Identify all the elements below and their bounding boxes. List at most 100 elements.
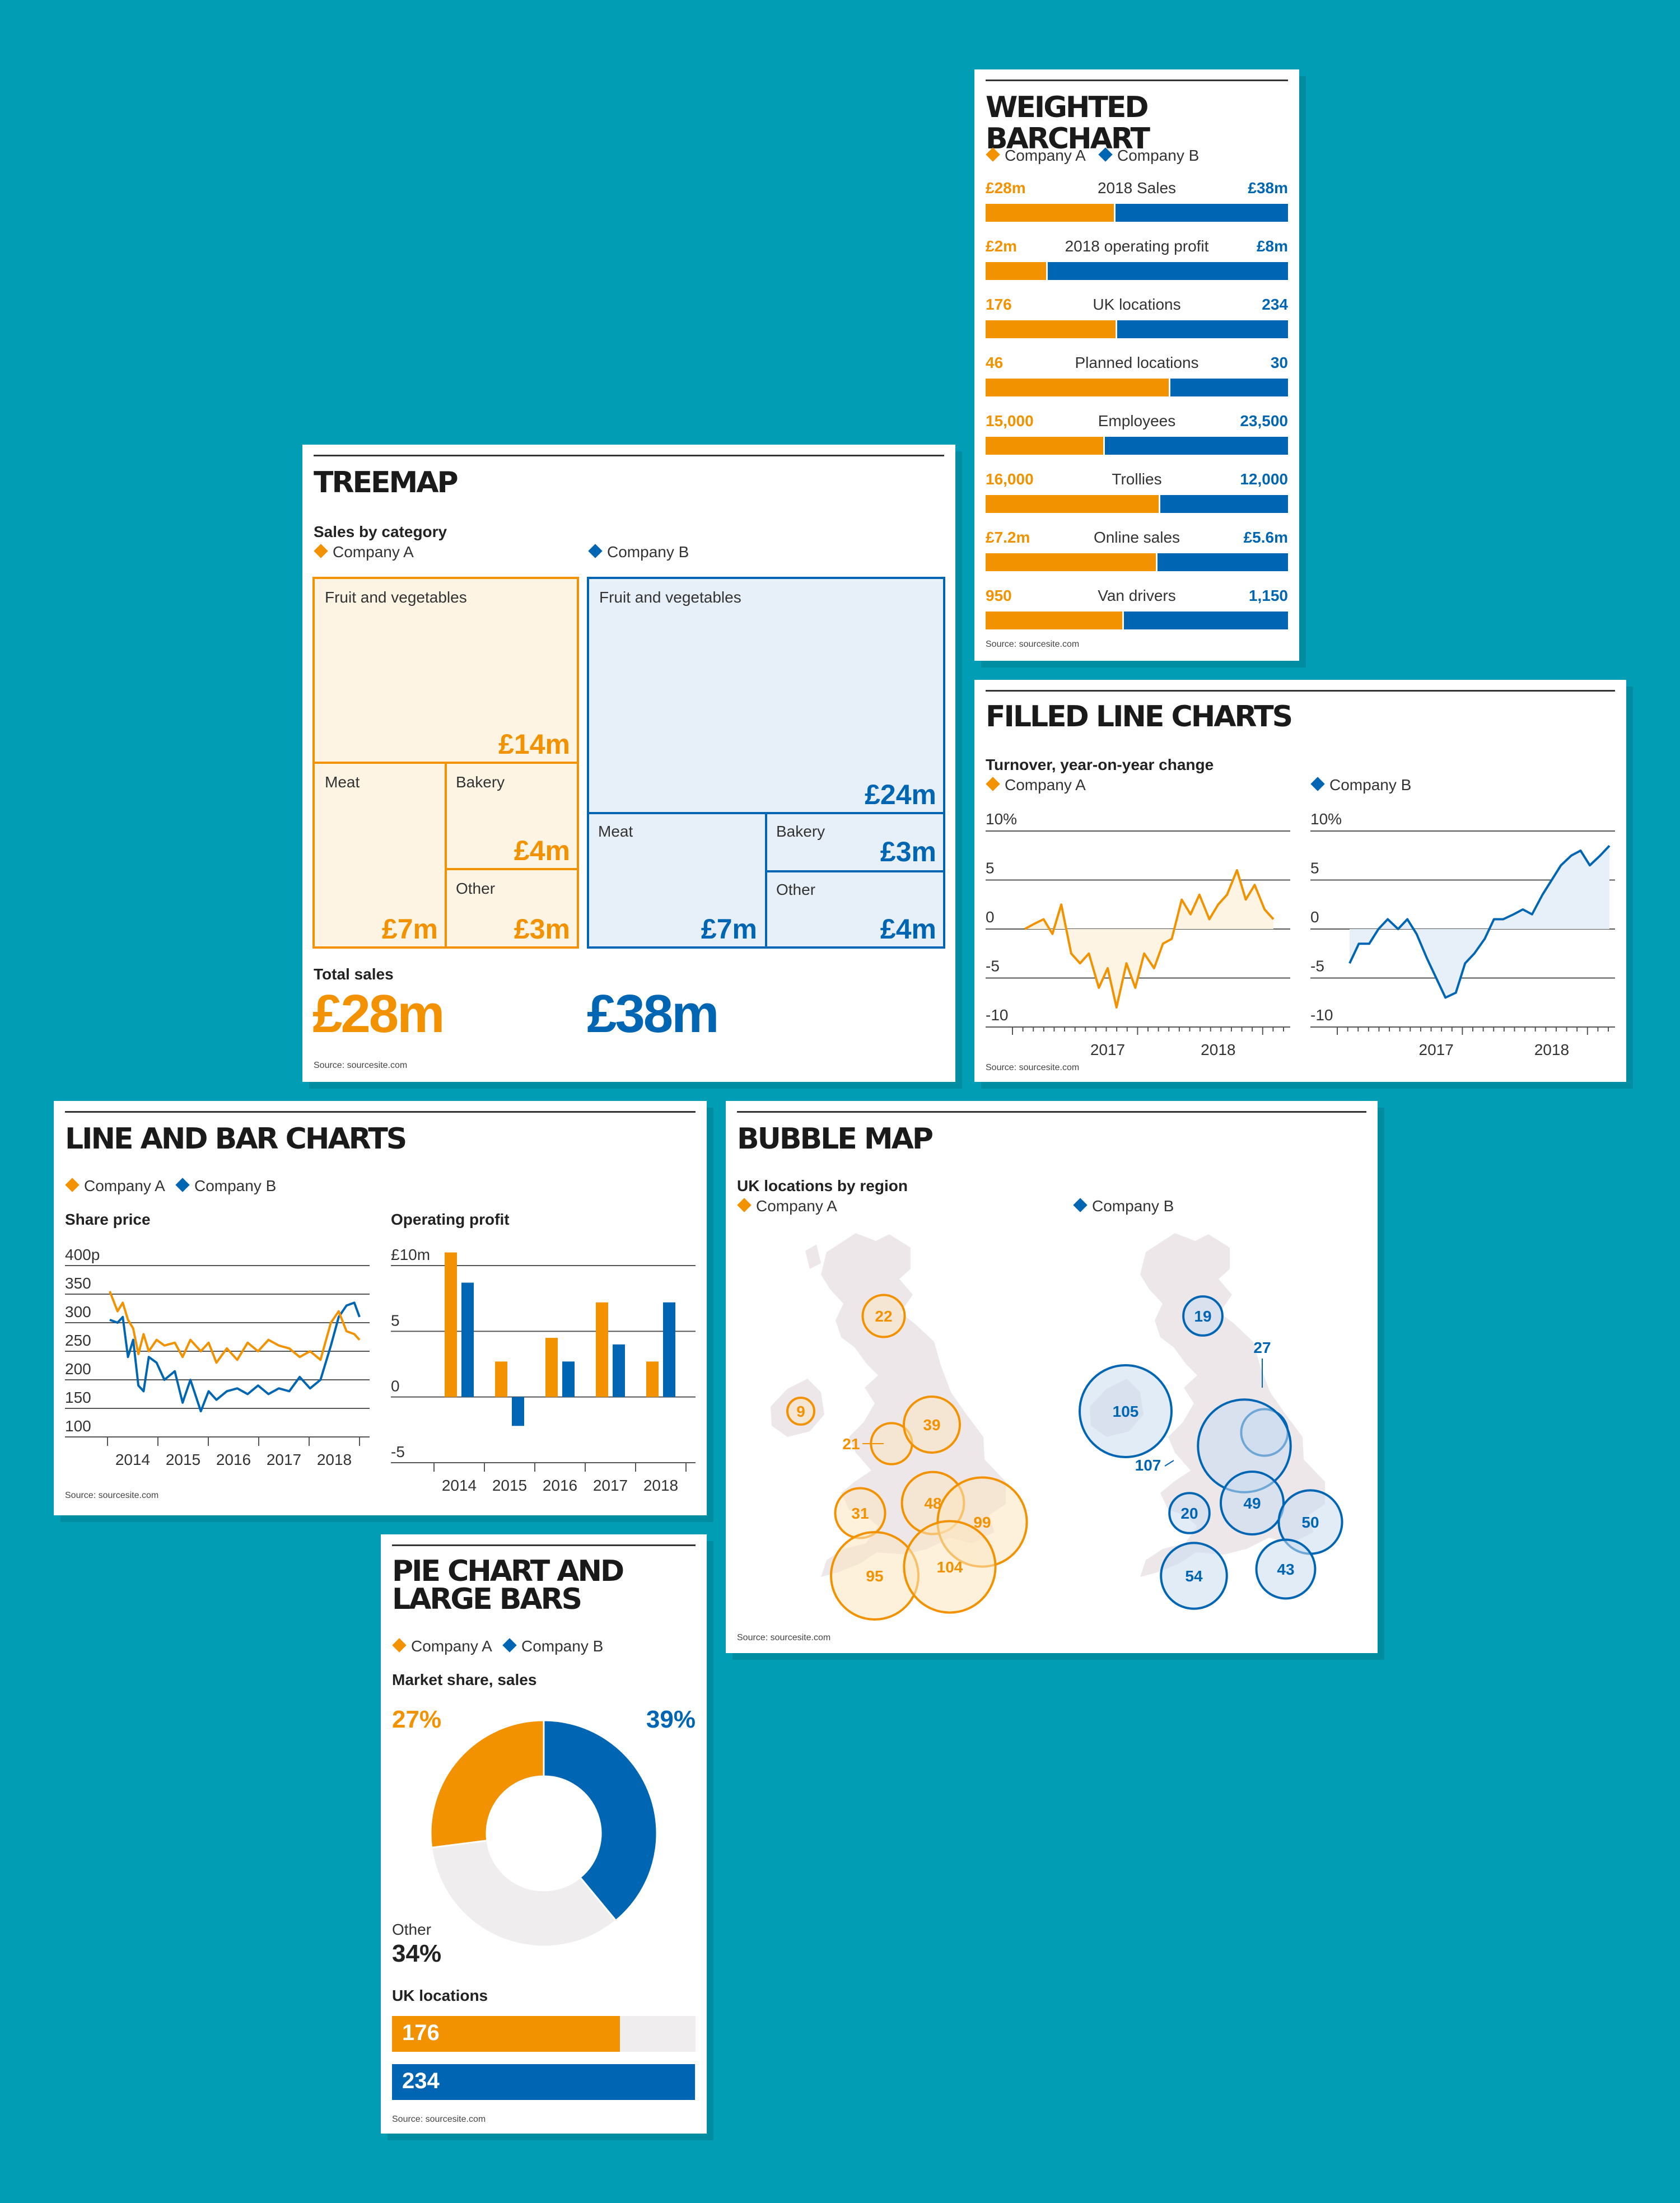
profit-bar	[663, 1302, 675, 1397]
bubble-map-svg: 22 9 21 39 31 48 99 95 104 19 105 27 107 20 49 50 54 43	[771, 1233, 1343, 1621]
bubble-label-a: 48	[924, 1495, 941, 1512]
row-a-value: 950	[986, 587, 1012, 604]
legend-b: Company B	[1073, 1197, 1174, 1215]
bubble-b	[1220, 1471, 1285, 1535]
card-title: FILLED LINE CHARTS	[986, 700, 1293, 734]
legend-company-b: Company B	[194, 1177, 277, 1194]
row-bar-b	[1105, 437, 1288, 455]
treemap-cell-b-other	[765, 870, 945, 949]
bubble-label-b: 54	[1185, 1567, 1203, 1585]
y-tick-label: 400p	[65, 1246, 100, 1263]
treemap-subtitle: Sales by category	[314, 523, 447, 540]
row-label: UK locations	[1093, 296, 1181, 313]
treemap-b-meat-label: Meat	[598, 823, 633, 840]
share-price-title: Share price	[65, 1211, 151, 1228]
source-note: Source: sourcesite.com	[314, 1061, 408, 1070]
bubble-label-b: 105	[1113, 1403, 1139, 1420]
x-tick-label: 2018	[1534, 1041, 1569, 1058]
row-bar-a	[986, 379, 1169, 396]
treemap-b-meat-value: £7m	[701, 913, 757, 945]
y-tick-label: 5	[1310, 860, 1319, 877]
row-bar-a	[986, 495, 1159, 513]
row-b-value: 1,150	[1248, 587, 1288, 604]
y-tick-label: -5	[391, 1443, 405, 1460]
card-title: LINE AND BAR CHARTS	[65, 1122, 407, 1156]
row-label: Van drivers	[1098, 587, 1176, 604]
weighted-row: 16,000 Trollies 12,000	[974, 470, 1299, 521]
bubble-label-b: 19	[1194, 1308, 1211, 1325]
filled-line-card: FILLED LINE CHARTS Turnover, year-on-yea…	[974, 680, 1626, 1082]
card-rule	[737, 1111, 1366, 1113]
source-note: Source: sourcesite.com	[65, 1491, 159, 1500]
row-a-value: £7.2m	[986, 529, 1030, 546]
y-tick-label: 200	[65, 1360, 91, 1378]
y-tick-label: 5	[986, 860, 995, 877]
x-tick-label: 2014	[442, 1477, 477, 1494]
pie-bars-card: PIE CHART AND LARGE BARS Company A Compa…	[381, 1534, 707, 2134]
locations-bar-b	[392, 2064, 695, 2100]
weighted-row: £28m 2018 Sales £38m	[974, 179, 1299, 230]
bubble-label-a: 104	[937, 1558, 963, 1576]
legend-company-a: Company A	[756, 1197, 837, 1215]
x-tick-label: 2017	[1090, 1041, 1125, 1058]
x-tick-label: 2016	[543, 1477, 577, 1494]
treemap-cell-b-fruit	[587, 577, 945, 814]
row-bar-a	[986, 262, 1046, 280]
company-b-marker	[1098, 147, 1113, 162]
bubble-label-a: 95	[866, 1567, 883, 1585]
card-rule	[392, 1544, 696, 1546]
row-bar-a	[986, 204, 1114, 222]
profit-bar	[646, 1361, 659, 1397]
source-note: Source: sourcesite.com	[986, 640, 1080, 649]
bubble-subtitle: UK locations by region	[737, 1177, 908, 1194]
profit-bar	[545, 1338, 558, 1397]
legend-company-a: Company A	[84, 1177, 165, 1194]
x-tick-label: 2018	[643, 1477, 678, 1494]
legend-company-b: Company B	[607, 543, 689, 561]
pie-svg	[430, 1719, 658, 1948]
card-rule	[65, 1111, 696, 1113]
bubble-label-b: 49	[1243, 1495, 1261, 1512]
series-line	[1348, 844, 1611, 999]
row-b-value: 30	[1270, 354, 1288, 371]
profit-bar	[445, 1252, 457, 1397]
row-bar-a	[986, 553, 1156, 571]
x-tick-label: 2015	[492, 1477, 527, 1494]
legend: Company A Company B	[65, 1177, 276, 1195]
bubble-b	[1168, 1492, 1211, 1534]
card-title-line2: LARGE BARS	[392, 1583, 582, 1616]
legend-a: Company A	[314, 543, 414, 561]
x-tick-label: 2017	[593, 1477, 628, 1494]
y-tick-label: 150	[65, 1389, 91, 1406]
x-tick-label: 2016	[216, 1451, 251, 1468]
profit-bar	[512, 1397, 524, 1426]
treemap-b-other-label: Other	[776, 881, 815, 898]
y-tick-label: 0	[391, 1378, 400, 1395]
pie-slice-a	[430, 1719, 545, 1849]
legend-company-a: Company A	[1005, 776, 1086, 794]
row-a-value: 16,000	[986, 470, 1034, 488]
locations-a-value: 176	[402, 2020, 440, 2045]
y-tick-label: £10m	[391, 1246, 430, 1263]
filled-line-svg: 10% 5 0 -5 -10 2017 2018 10% 5 0 -5 -10 2017 2018	[986, 810, 1615, 1058]
treemap-company-a: Fruit and vegetables £14m Meat £7m Baker…	[312, 577, 579, 949]
y-tick-label: -10	[1310, 1006, 1333, 1024]
weighted-row: 176 UK locations 234	[974, 296, 1299, 346]
pie-slice-other	[430, 1840, 617, 1948]
row-bar-b	[1116, 204, 1288, 222]
bubble-label-a: 39	[923, 1416, 940, 1434]
uk-locations-title: UK locations	[392, 1987, 488, 2004]
treemap-b-fruit-label: Fruit and vegetables	[599, 589, 741, 606]
legend-b: Company B	[588, 543, 689, 561]
card-title: TREEMAP	[314, 466, 459, 500]
weighted-barchart-card: WEIGHTED BARCHART Company A Company B £2…	[974, 69, 1299, 661]
total-sales-a: £28m	[312, 984, 445, 1044]
profit-bar	[461, 1282, 474, 1397]
y-tick-label: 10%	[986, 810, 1017, 828]
treemap-cell-b-meat	[587, 812, 767, 949]
row-a-value: £2m	[986, 237, 1018, 255]
share-price-chart: 400p 350 300 250 200 150 100 2014 2015 2016 2017 20…	[65, 1246, 370, 1468]
row-bar-b	[1117, 320, 1288, 338]
row-b-value: 12,000	[1240, 470, 1288, 488]
treemap-b-bakery-label: Bakery	[776, 823, 825, 840]
